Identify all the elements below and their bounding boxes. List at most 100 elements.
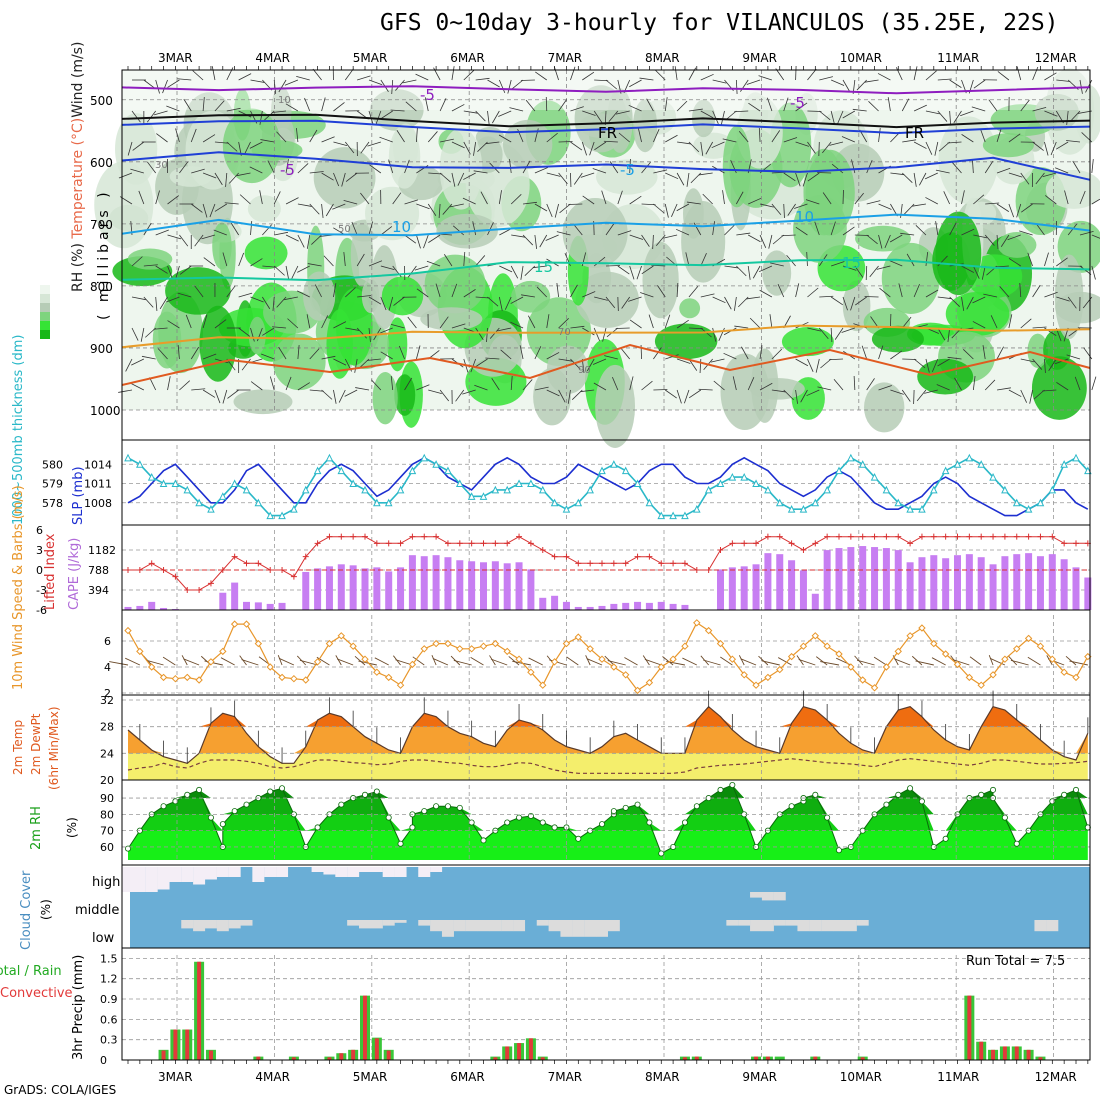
upper-wind-barb [201, 234, 216, 240]
cape-bar [456, 560, 464, 610]
rh-blob [350, 223, 374, 287]
contour-label-10: 10 [795, 208, 814, 226]
wind-speed-point [467, 645, 476, 653]
upper-wind-barb [890, 389, 904, 395]
upper-wind-barb [890, 172, 905, 176]
upper-wind-barb [1042, 172, 1057, 178]
upper-wind-barb [190, 346, 200, 360]
upper-wind-barb [913, 141, 927, 149]
rh2m-point [314, 824, 321, 831]
cape-bar [1036, 556, 1044, 610]
wind-barb [470, 656, 484, 666]
precip-conv-bar [860, 1057, 865, 1060]
upper-wind-barb [351, 221, 358, 236]
upper-wind-barb [688, 327, 703, 330]
upper-wind-barb [795, 226, 808, 236]
upper-wind-barb [273, 265, 285, 276]
upper-wind-barb [795, 141, 810, 147]
rh-blob [855, 225, 911, 252]
wind-speed-point [562, 639, 571, 648]
upper-wind-barb [1091, 234, 1100, 239]
rh2m-point [373, 788, 380, 795]
upper-wind-barb [771, 203, 782, 215]
upper-wind-barb [734, 296, 737, 311]
upper-wind-barb [558, 317, 569, 329]
upper-wind-barb [655, 234, 666, 246]
cloud-gap-low [181, 920, 194, 929]
precip-tick-1.5: 1.5 [100, 952, 118, 965]
thickness-point [373, 498, 381, 507]
upper-wind-barb [309, 129, 318, 143]
wind-barb [798, 658, 816, 666]
isotherm-line [121, 151, 1091, 181]
upper-wind-barb [414, 265, 429, 271]
thickness-point [692, 505, 701, 513]
cloud-gap-high [359, 867, 371, 872]
wind-barb [758, 655, 769, 666]
rh2m-point [918, 798, 925, 805]
cloud-gap-high [430, 867, 443, 872]
upper-wind-barb [567, 389, 571, 404]
wind-speed-point [621, 671, 630, 679]
cape-bar [882, 548, 890, 610]
li-point [788, 540, 795, 547]
upper-wind-barb [592, 168, 607, 174]
upper-wind-barb [582, 291, 596, 298]
rh-upper-wash [122, 70, 1090, 110]
rh-legend-swatch [40, 285, 50, 294]
wind-barb [337, 658, 354, 666]
upper-wind-barb [712, 327, 717, 342]
thickness-point [704, 485, 713, 494]
upper-wind-barb [510, 193, 522, 205]
upper-wind-barb [783, 137, 798, 143]
thickness-point [811, 498, 820, 507]
upper-wind-barb [360, 192, 370, 205]
upper-wind-barb [734, 110, 749, 113]
rh-blob [94, 161, 154, 249]
cloud-gap-low [856, 920, 869, 926]
cloud-level-high: high [92, 875, 120, 890]
upper-wind-barb [191, 388, 206, 391]
li-point [338, 533, 345, 540]
upper-wind-barb [332, 203, 346, 210]
upper-wind-barb [593, 256, 606, 267]
cape-bar [954, 555, 961, 610]
upper-wind-barb [250, 221, 253, 236]
cloud-gap-low [809, 920, 822, 932]
upper-wind-barb [851, 159, 856, 174]
upper-wind-barb [748, 197, 762, 205]
wind-barb [109, 661, 129, 666]
contour-label-50: 50 [338, 224, 351, 235]
upper-wind-barb [794, 203, 808, 209]
wind-speed-line [127, 621, 1089, 692]
upper-wind-barb [954, 377, 962, 391]
upper-wind-barb [973, 234, 988, 239]
li-point [1001, 533, 1008, 540]
thickness-point [621, 466, 630, 475]
li-point [136, 567, 143, 573]
upper-wind-barb [688, 286, 699, 298]
upper-wind-barb [651, 264, 666, 267]
upper-wind-barb [648, 314, 654, 329]
upper-wind-barb [368, 79, 383, 86]
li-point [930, 533, 937, 540]
thickness-tick-579: 579 [42, 478, 63, 491]
upper-wind-barb [276, 131, 287, 143]
upper-wind-barb [238, 327, 251, 337]
upper-wind-barb [980, 128, 986, 143]
upper-wind-barb [925, 110, 940, 115]
upper-wind-barb [972, 321, 986, 329]
rh2m-point [361, 791, 368, 798]
upper-wind-barb [1044, 72, 1057, 81]
wind-speed-point [254, 639, 263, 648]
thickness-point [242, 485, 251, 494]
thickness-point [444, 466, 452, 475]
li-point [954, 533, 961, 540]
upper-wind-barb [179, 234, 189, 247]
thickness-point [124, 453, 132, 462]
upper-wind-barb [153, 110, 168, 116]
upper-wind-barb [641, 380, 653, 391]
li-point [658, 560, 665, 567]
wind-barb [856, 659, 875, 666]
upper-wind-barb [202, 314, 208, 329]
